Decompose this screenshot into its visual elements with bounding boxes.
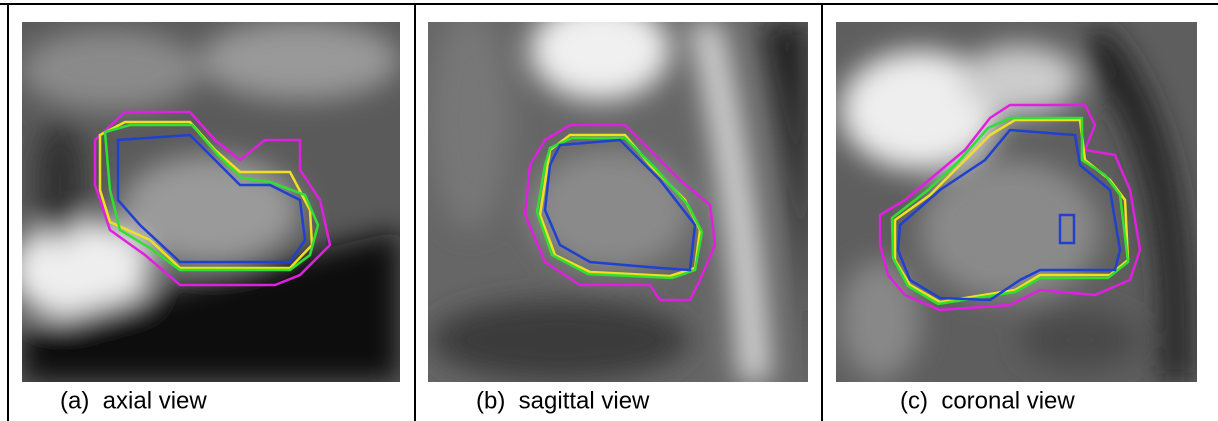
caption: (b) sagittal view <box>476 387 650 414</box>
coronal-image <box>836 22 1197 382</box>
caption: (c) coronal view <box>900 387 1075 414</box>
caption: (a) axial view <box>60 387 207 414</box>
axial-image <box>10 20 400 382</box>
figure: (a) axial view (b) sagittal view <box>0 0 1218 421</box>
sagittal-image <box>428 0 808 382</box>
